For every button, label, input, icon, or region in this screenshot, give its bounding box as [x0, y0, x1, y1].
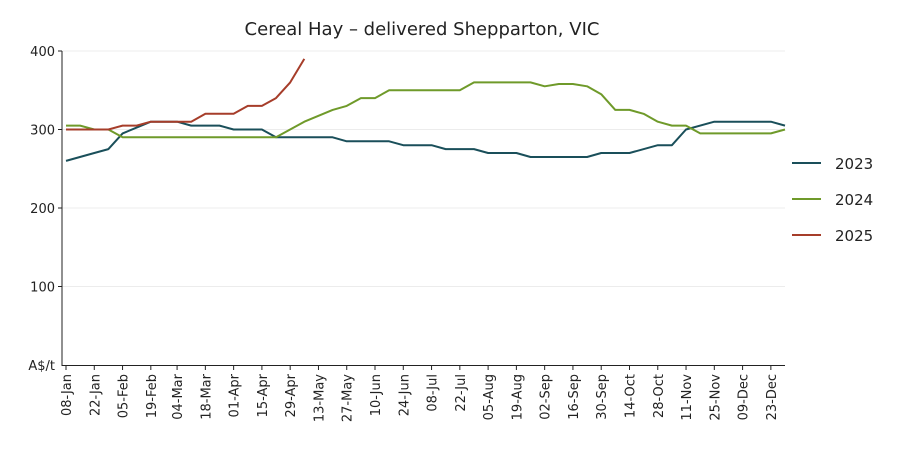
x-ticks: 08-Jan 22-Jan 05-Feb 19-Feb 04-Mar 18-Mar 01-A…: [60, 365, 780, 422]
x-tick-label: 08-Jan: [60, 374, 75, 416]
x-tick-label: 29-Apr: [284, 373, 299, 417]
axes: A$/t: [28, 51, 785, 374]
x-tick-label: 16-Sep: [567, 374, 582, 420]
x-tick-label: 22-Jul: [454, 374, 469, 412]
y-ticks: 100 200 300 400: [30, 45, 62, 296]
x-tick-label: 02-Sep: [539, 374, 554, 420]
x-tick-label: 13-May: [312, 374, 327, 422]
x-tick-label: 23-Dec: [765, 374, 780, 420]
x-tick-label: 05-Aug: [482, 374, 497, 420]
x-tick-label: 27-May: [341, 374, 356, 422]
x-tick-label: 19-Feb: [145, 374, 160, 418]
x-tick-label: 19-Aug: [510, 374, 525, 420]
x-tick-label: 30-Sep: [595, 374, 610, 420]
legend-label-2024: 2024: [835, 191, 873, 209]
x-tick-label: 28-Oct: [652, 374, 667, 418]
x-tick-label: 10-Jun: [369, 374, 384, 416]
x-tick-label: 24-Jun: [397, 374, 412, 416]
x-tick-label: 22-Jan: [88, 374, 103, 416]
x-tick-label: 09-Dec: [737, 374, 752, 420]
x-tick-label: 14-Oct: [623, 374, 638, 418]
series-line-2024: [66, 81, 786, 139]
legend-label-2023: 2023: [835, 155, 873, 173]
x-tick-label: 25-Nov: [708, 374, 723, 421]
legend: 2023 2024 2025: [792, 155, 873, 245]
legend-label-2025: 2025: [835, 227, 873, 245]
x-tick-label: 15-Apr: [256, 373, 271, 417]
y-tick-label: 100: [30, 281, 55, 296]
chart-title: Cereal Hay – delivered Shepparton, VIC: [245, 19, 600, 40]
x-tick-label: 01-Apr: [228, 373, 243, 417]
x-tick-label: 04-Mar: [171, 373, 186, 419]
y-axis-unit-label: A$/t: [28, 359, 55, 374]
grid: [62, 50, 785, 287]
series-line-2023: [65, 120, 786, 162]
y-tick-label: 400: [30, 45, 55, 60]
series-line-2025: [66, 58, 306, 131]
series: [65, 58, 786, 162]
x-tick-label: 18-Mar: [199, 373, 214, 419]
x-tick-label: 11-Nov: [680, 374, 695, 421]
x-tick-label: 05-Feb: [117, 374, 132, 418]
x-tick-label: 08-Jul: [426, 374, 441, 412]
y-tick-label: 300: [30, 124, 55, 139]
y-tick-label: 200: [30, 202, 55, 217]
